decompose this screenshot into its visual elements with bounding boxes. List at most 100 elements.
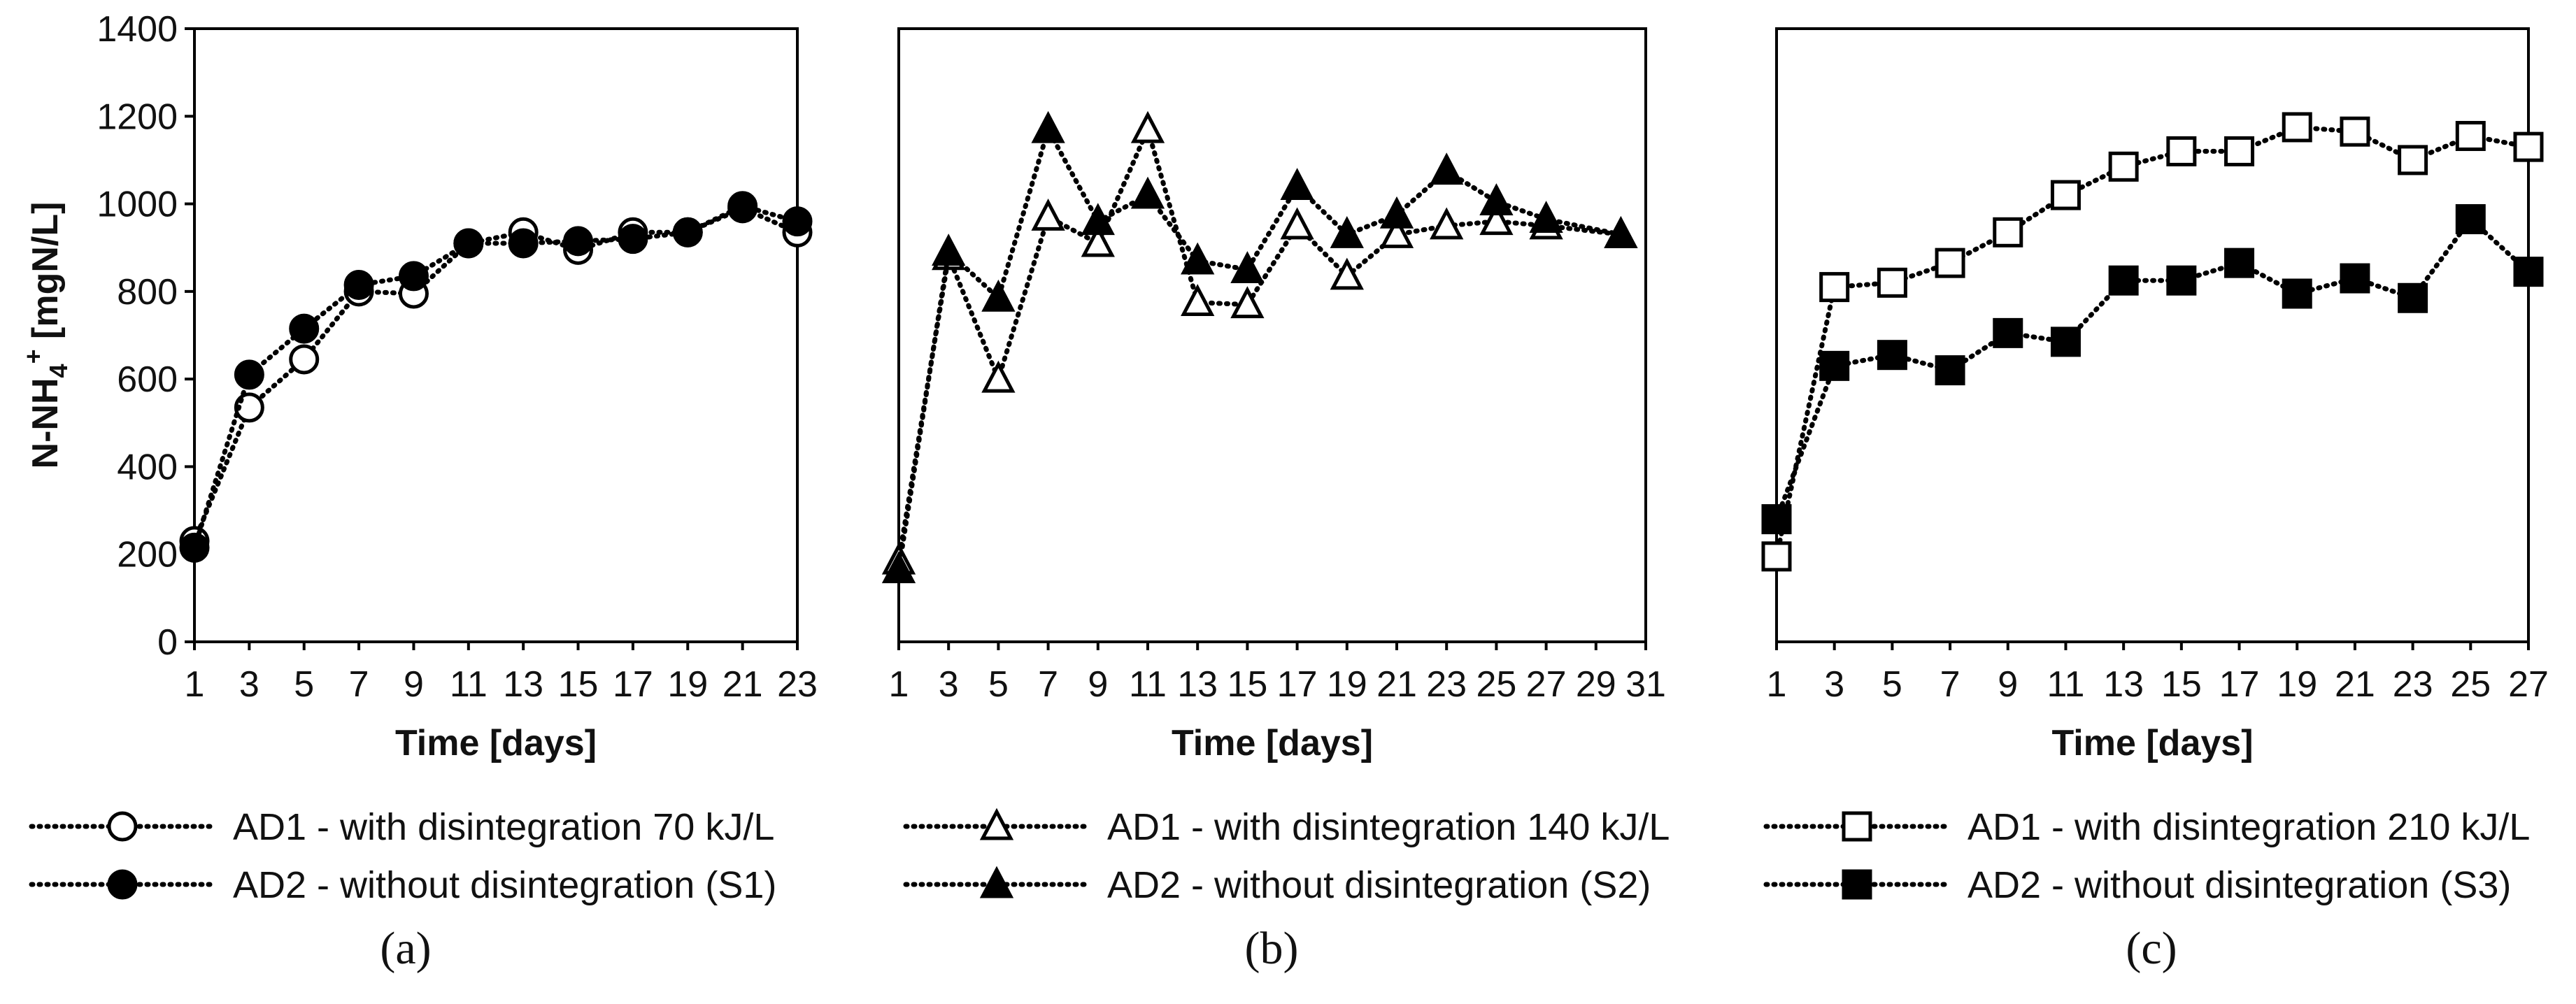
x-tick-label: 5: [988, 664, 1009, 705]
data-point-circle-filled: [453, 228, 484, 259]
data-point-triangle-open: [1479, 203, 1514, 236]
x-tick-label: 13: [1177, 664, 1218, 705]
x-tick-label: 21: [723, 664, 763, 705]
data-point-triangle-open: [1130, 110, 1165, 143]
data-point-square-open: [1935, 248, 1965, 278]
x-tick-label: 7: [1038, 664, 1058, 705]
panel-label: (c): [2126, 923, 2177, 974]
x-tick-label: 1: [185, 664, 205, 705]
plot-frame: [897, 27, 1647, 643]
data-point-triangle-filled: [1330, 216, 1364, 248]
y-tick-label: 600: [117, 359, 178, 400]
legend-label: AD1 - with disintegration 210 kJ/L: [1967, 806, 2530, 848]
data-point-square-filled: [2282, 278, 2312, 309]
data-point-triangle-filled: [1031, 110, 1065, 143]
x-tick-label: 29: [1576, 664, 1616, 705]
data-point-square-open: [2455, 120, 2486, 151]
data-point-triangle-filled: [1130, 176, 1165, 209]
data-point-circle-filled: [398, 261, 429, 292]
series-line-circle-open: [192, 206, 800, 544]
data-point-triangle-open: [981, 360, 1016, 393]
x-tick-label: 1: [889, 664, 909, 705]
data-point-circle-filled: [563, 226, 594, 257]
y-tick-label: 1400: [97, 9, 178, 50]
x-tick-label: 5: [1882, 664, 1902, 705]
chart-panel-1: 0 200 400 600 800 1000 1200 1400 N-NH4+ [mgN/L] 1…: [19, 9, 818, 974]
data-point-triangle-filled: [1230, 251, 1265, 284]
data-point-triangle-filled: [1081, 203, 1115, 236]
series-line-triangle-open: [896, 122, 1623, 564]
x-tick-label: 17: [2219, 664, 2260, 705]
x-tick-label: 13: [2103, 664, 2144, 705]
data-point-triangle-open: [1181, 284, 1215, 317]
data-point-square-filled: [2455, 203, 2486, 234]
legend-marker-triangle-open: [979, 808, 1014, 840]
data-point-triangle-open: [1430, 207, 1464, 240]
data-point-triangle-filled: [1604, 216, 1638, 248]
legend-marker-square-filled: [1842, 869, 1872, 900]
x-tick-label: 25: [2450, 664, 2491, 705]
y-tick-label: 400: [117, 447, 178, 487]
y-tick-label: 1200: [97, 96, 178, 137]
data-point-circle-open: [289, 344, 320, 375]
legend-label: AD1 - with disintegration 140 kJ/L: [1107, 806, 1670, 848]
x-tick-label: 9: [1088, 664, 1108, 705]
data-point-circle-filled: [672, 217, 703, 248]
data-point-square-filled: [1993, 317, 2023, 348]
y-tick-label: 800: [117, 272, 178, 313]
data-point-square-filled: [2166, 265, 2197, 296]
data-point-square-open: [1819, 272, 1850, 303]
data-point-circle-filled: [508, 228, 539, 259]
x-tick-label: 19: [667, 664, 708, 705]
data-point-square-open: [2108, 151, 2139, 182]
panel-label: (a): [380, 923, 431, 974]
data-point-triangle-open: [1379, 216, 1414, 248]
data-point-square-filled: [2398, 282, 2428, 313]
data-point-square-open: [2166, 136, 2197, 166]
x-tick-label: 5: [294, 664, 314, 705]
x-tick-label: 21: [2335, 664, 2375, 705]
x-tick-label: 27: [1526, 664, 1567, 705]
data-point-circle-filled: [179, 532, 210, 563]
data-point-square-filled: [2108, 265, 2139, 296]
x-tick-label: 15: [558, 664, 599, 705]
data-point-square-open: [1761, 541, 1792, 572]
data-point-square-open: [2224, 136, 2255, 166]
legend-label: AD2 - without disintegration (S1): [233, 864, 776, 906]
data-point-triangle-open: [1230, 286, 1265, 319]
panel-label: (b): [1245, 923, 1299, 974]
legend-marker-circle-filled: [107, 869, 138, 900]
plot-frame: [193, 27, 799, 643]
legend-marker-square-open: [1842, 811, 1872, 842]
data-point-square-filled: [2513, 257, 2544, 287]
x-tick-label: 19: [1327, 664, 1367, 705]
x-tick-label: 11: [2047, 664, 2084, 705]
data-point-circle-filled: [343, 269, 374, 300]
data-point-square-filled: [1877, 340, 1907, 371]
x-tick-label: 23: [1426, 664, 1467, 705]
x-tick-label: 25: [1476, 664, 1516, 705]
x-axis-title: Time [days]: [2051, 723, 2253, 763]
x-tick-label: 17: [613, 664, 653, 705]
x-tick-label: 3: [239, 664, 259, 705]
data-point-triangle-filled: [1529, 201, 1563, 233]
data-point-square-filled: [2340, 263, 2370, 294]
x-tick-label: 27: [2508, 664, 2549, 705]
data-point-square-open: [2282, 112, 2312, 143]
data-point-square-open: [2050, 180, 2081, 210]
y-tick-label: 0: [157, 622, 178, 663]
x-tick-label: 9: [404, 664, 424, 705]
x-tick-label: 9: [1998, 664, 2018, 705]
data-point-square-open: [2513, 131, 2544, 162]
x-tick-label: 23: [2393, 664, 2433, 705]
data-point-square-open: [1993, 217, 2023, 248]
data-point-triangle-open: [1280, 207, 1314, 240]
data-point-triangle-filled: [1379, 196, 1414, 229]
plot-frame: [1775, 27, 2530, 643]
data-point-triangle-filled: [1280, 168, 1314, 201]
data-point-square-open: [2398, 145, 2428, 175]
data-point-triangle-filled: [881, 551, 916, 584]
x-tick-label: 13: [503, 664, 543, 705]
data-point-square-filled: [2224, 248, 2255, 278]
y-axis-title: N-NH4+ [mgN/L]: [19, 202, 73, 469]
